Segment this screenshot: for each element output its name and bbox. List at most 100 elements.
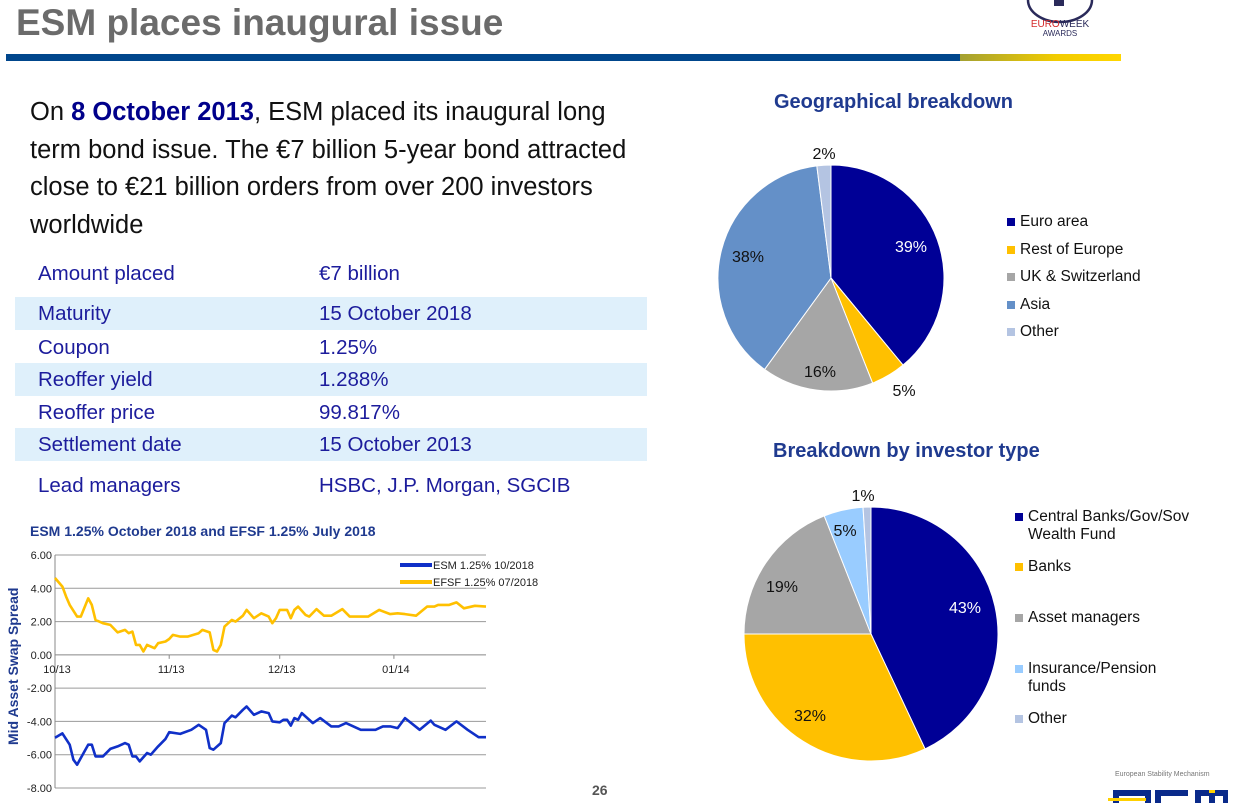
intro-text: , ESM placed its inaugural long term bon… (30, 98, 627, 239)
title-underline-gold (960, 54, 1121, 61)
table-row: Lead managers HSBC, J.P. Morgan, SGCIB (15, 469, 647, 502)
legend-label: Other (1028, 710, 1067, 727)
term-label: Maturity (38, 302, 111, 325)
series-line-esm (54, 705, 486, 766)
legend-item: Asset managers (1015, 609, 1140, 627)
esm-logo (1108, 790, 1228, 803)
pie-slice (763, 276, 874, 392)
pie-slice (743, 633, 926, 762)
pie-data-label: 19% (766, 579, 798, 596)
legend-swatch (1015, 513, 1023, 521)
pie-data-label: 16% (804, 364, 836, 381)
pie-slice (870, 506, 999, 750)
pie-data-label: 38% (732, 249, 764, 266)
legend-label: UK & Switzerland (1020, 268, 1141, 285)
pie-slice (816, 164, 832, 279)
table-row: Reoffer yield 1.288% (15, 363, 647, 396)
legend-item: Other (1015, 710, 1067, 728)
legend-label: Insurance/Pension funds (1028, 660, 1157, 695)
legend-item: UK & Switzerland (1007, 268, 1141, 286)
pie-data-label: 5% (833, 523, 856, 540)
svg-text:EUROWEEK: EUROWEEK (1031, 19, 1090, 30)
series-line-efsf (54, 577, 487, 653)
term-value: 15 October 2013 (319, 433, 472, 456)
pie-data-label: 43% (949, 600, 981, 617)
legend-swatch (1007, 246, 1015, 254)
term-value: 15 October 2018 (319, 302, 472, 325)
legend-item: Other (1007, 323, 1059, 341)
page-number: 26 (592, 782, 608, 798)
title-underline-blue (6, 54, 966, 61)
y-tick-label: 4.00 (31, 583, 52, 595)
legend-item: Central Banks/Gov/Sov Wealth Fund (1015, 508, 1208, 544)
term-value: 1.25% (319, 336, 378, 359)
legend-label: Asset managers (1028, 609, 1140, 626)
term-value: €7 billion (319, 262, 400, 285)
legend-swatch (1007, 328, 1015, 336)
legend-swatch (1015, 614, 1023, 622)
geo-pie-title: Geographical breakdown (774, 91, 1013, 113)
pie-slice (862, 506, 872, 635)
legend-label: Asia (1020, 296, 1051, 313)
euroweek-awards-logo: EUROWEEK AWARDS (1026, 0, 1094, 38)
investor-pie-title: Breakdown by investor type (773, 440, 1040, 462)
pie-data-label: 1% (851, 488, 874, 505)
slide-title: ESM places inaugural issue (16, 2, 504, 43)
x-tick-label: 10/13 (43, 664, 71, 676)
pie-data-label: 5% (892, 383, 915, 400)
legend-swatch (1015, 665, 1023, 673)
term-label: Settlement date (38, 433, 182, 456)
esm-logo-caption: European Stability Mechanism (1115, 771, 1210, 778)
legend-label: Central Banks/Gov/Sov Wealth Fund (1028, 508, 1190, 543)
y-tick-label: 2.00 (31, 617, 52, 629)
legend-swatch (1015, 563, 1023, 571)
legend-item: Rest of Europe (1007, 241, 1124, 259)
legend-label: Banks (1028, 558, 1072, 575)
legend-label: Other (1020, 323, 1059, 340)
x-tick-label: 01/14 (382, 664, 410, 676)
table-row: Amount placed €7 billion (15, 257, 647, 290)
table-row: Coupon 1.25% (15, 331, 647, 364)
y-tick-label: -4.00 (27, 716, 52, 728)
pie-slice (830, 164, 945, 366)
table-row: Settlement date 15 October 2013 (15, 428, 647, 461)
term-value: 1.288% (319, 368, 389, 391)
y-tick-label: -2.00 (27, 683, 52, 695)
y-tick-label: -6.00 (27, 750, 52, 762)
pie-data-label: 2% (812, 146, 835, 163)
legend-swatch (1007, 273, 1015, 281)
term-label: Amount placed (38, 262, 175, 285)
x-tick-label: 11/13 (158, 664, 185, 676)
pie-data-label: 32% (794, 708, 826, 725)
pie-data-label: 39% (895, 239, 927, 256)
intro-paragraph: On 8 October 2013, ESM placed its inaugu… (30, 94, 630, 244)
legend-swatch (1007, 301, 1015, 309)
pie-slice (717, 165, 832, 371)
legend-label: EFSF 1.25% 07/2018 (433, 577, 538, 589)
legend-item: Insurance/Pension funds (1015, 660, 1168, 696)
y-tick-label: 6.00 (31, 550, 52, 562)
table-row: Maturity 15 October 2018 (15, 297, 647, 330)
table-row: Reoffer price 99.817% (15, 396, 647, 429)
x-tick-label: 12/13 (268, 664, 296, 676)
legend-label: ESM 1.25% 10/2018 (433, 560, 534, 572)
pie-slice (823, 506, 872, 635)
pie-slice (830, 277, 904, 384)
line-chart-title: ESM 1.25% October 2018 and EFSF 1.25% Ju… (30, 523, 376, 539)
intro-date: 8 October 2013 (71, 98, 254, 126)
line-chart: 6.00 4.00 2.00 0.00 -2.00 -4.00 -6.00 -8.00 10/1… (27, 550, 538, 795)
svg-text:AWARDS: AWARDS (1043, 29, 1078, 38)
legend-swatch (1007, 218, 1015, 226)
term-label: Reoffer yield (38, 368, 153, 391)
legend-item: Euro area (1007, 213, 1088, 231)
intro-prefix: On (30, 98, 72, 126)
y-tick-label: 0.00 (31, 650, 52, 662)
term-label: Coupon (38, 336, 110, 359)
term-label: Reoffer price (38, 401, 155, 424)
legend-label: Rest of Europe (1020, 241, 1124, 258)
term-value: 99.817% (319, 401, 400, 424)
term-value: HSBC, J.P. Morgan, SGCIB (319, 474, 571, 497)
legend-item: Banks (1015, 558, 1072, 576)
y-tick-label: -8.00 (27, 783, 52, 795)
term-label: Lead managers (38, 474, 181, 497)
